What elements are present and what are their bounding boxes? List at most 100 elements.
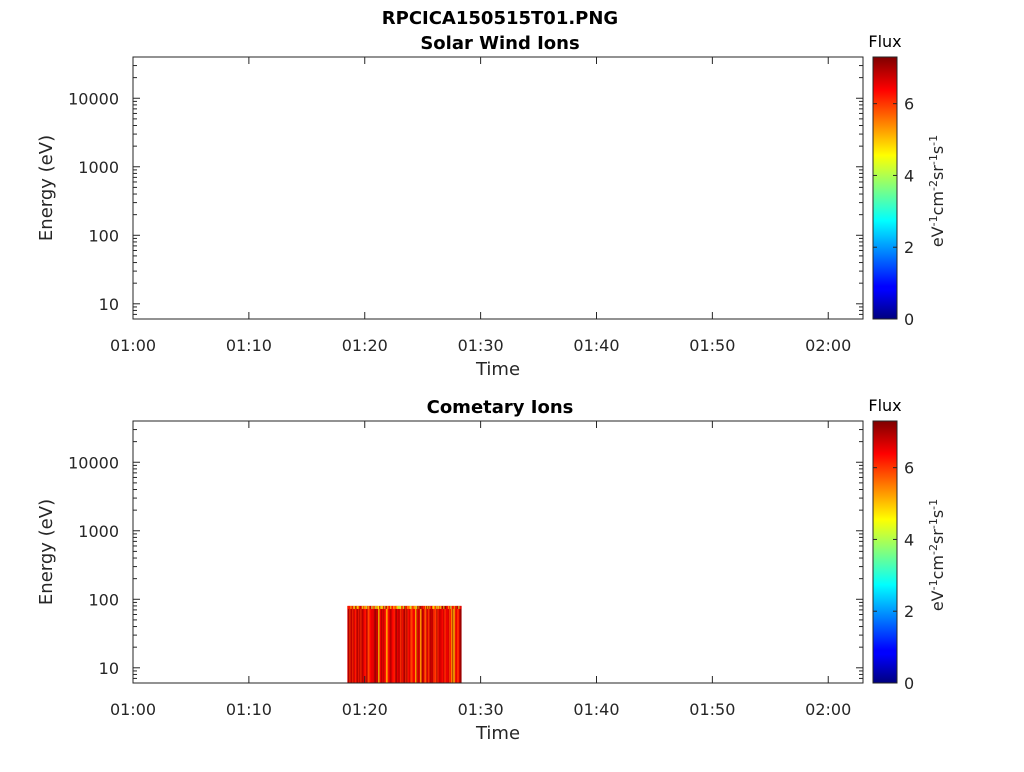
flux-speckle xyxy=(432,605,434,609)
flux-column xyxy=(412,605,414,683)
flux-speckle xyxy=(349,605,351,609)
flux-column xyxy=(430,605,432,683)
flux-column xyxy=(393,605,395,683)
x-axis-label: Time xyxy=(475,359,520,380)
unit-exponent: -1 xyxy=(927,579,940,590)
flux-speckle xyxy=(419,605,421,609)
flux-speckle xyxy=(406,605,408,609)
flux-column xyxy=(357,605,359,683)
flux-speckle xyxy=(384,605,386,609)
flux-speckle xyxy=(369,605,371,609)
x-tick-label: 01:50 xyxy=(689,336,735,355)
flux-speckle xyxy=(427,605,429,609)
flux-speckle xyxy=(455,605,457,609)
y-axis-label: Energy (eV) xyxy=(36,135,57,241)
flux-column xyxy=(413,605,415,683)
flux-speckle xyxy=(450,605,452,609)
unit-exponent: -2 xyxy=(927,544,940,555)
flux-speckle xyxy=(444,605,446,609)
flux-speckle xyxy=(438,605,440,609)
flux-speckle xyxy=(353,605,355,609)
flux-column xyxy=(404,605,406,683)
flux-column xyxy=(377,605,379,683)
y-tick-label: 10000 xyxy=(68,89,119,108)
flux-column xyxy=(365,605,367,683)
flux-column xyxy=(374,605,376,683)
flux-speckle xyxy=(448,605,450,609)
unit-symbol: eV xyxy=(928,590,947,611)
unit-symbol: s xyxy=(928,146,947,154)
flux-column xyxy=(456,605,458,683)
flux-column xyxy=(350,605,352,683)
flux-speckle xyxy=(445,605,447,609)
plot-frame xyxy=(132,420,864,684)
flux-column xyxy=(452,605,454,683)
colorbar-tick-label: 4 xyxy=(904,166,914,185)
flux-column xyxy=(396,605,398,683)
flux-column xyxy=(397,605,399,683)
flux-speckle xyxy=(409,605,411,609)
colorbar-tick-label: 6 xyxy=(904,95,914,114)
flux-column xyxy=(442,605,444,683)
y-tick-label: 10000 xyxy=(68,453,119,472)
flux-speckle xyxy=(381,605,383,609)
flux-speckle xyxy=(440,605,442,609)
flux-speckle xyxy=(449,605,451,609)
flux-column xyxy=(355,605,357,683)
flux-column xyxy=(437,605,439,683)
flux-column xyxy=(418,605,420,683)
flux-speckle xyxy=(459,605,461,609)
flux-column xyxy=(381,605,383,683)
flux-column xyxy=(375,605,377,683)
flux-column xyxy=(425,605,427,683)
flux-speckle xyxy=(422,605,424,609)
flux-column xyxy=(360,605,362,683)
flux-column xyxy=(449,605,451,683)
flux-column xyxy=(353,605,355,683)
flux-speckle xyxy=(354,605,356,609)
flux-speckle xyxy=(404,605,406,609)
flux-speckle xyxy=(441,605,443,609)
flux-column xyxy=(408,605,410,683)
x-tick-label: 01:10 xyxy=(226,336,272,355)
flux-speckle xyxy=(453,605,455,609)
flux-speckle xyxy=(373,605,375,609)
flux-column xyxy=(380,605,382,683)
flux-column xyxy=(444,605,446,683)
flux-speckle xyxy=(443,605,445,609)
flux-speckle xyxy=(350,605,352,609)
flux-speckle xyxy=(452,605,454,609)
flux-column xyxy=(451,605,453,683)
flux-speckle xyxy=(394,605,396,609)
colorbar-tick-label: 4 xyxy=(904,530,914,549)
flux-column xyxy=(429,605,431,683)
colorbar-gradient xyxy=(872,420,898,684)
unit-symbol: cm xyxy=(928,191,947,215)
flux-speckle xyxy=(401,605,403,609)
colorbar-tick-label: 0 xyxy=(904,674,914,693)
y-tick-label: 1000 xyxy=(78,522,119,541)
flux-speckle xyxy=(363,605,365,609)
flux-column xyxy=(416,605,418,683)
flux-column xyxy=(457,605,459,683)
flux-speckle xyxy=(414,605,416,609)
flux-column xyxy=(386,605,388,683)
flux-column xyxy=(401,605,403,683)
flux-speckle xyxy=(411,605,413,609)
colorbar-tick-label: 2 xyxy=(904,602,914,621)
flux-column xyxy=(400,605,402,683)
flux-speckle xyxy=(366,605,368,609)
flux-speckle xyxy=(421,605,423,609)
x-tick-label: 01:00 xyxy=(110,336,156,355)
flux-column xyxy=(441,605,443,683)
flux-column xyxy=(453,605,455,683)
flux-speckle xyxy=(417,605,419,609)
x-tick-label: 02:00 xyxy=(805,336,851,355)
flux-column xyxy=(373,605,375,683)
flux-column xyxy=(389,605,391,683)
y-tick-label: 1000 xyxy=(78,158,119,177)
flux-speckle xyxy=(458,605,460,609)
unit-symbol: cm xyxy=(928,555,947,579)
colorbar-gradient xyxy=(872,56,898,320)
